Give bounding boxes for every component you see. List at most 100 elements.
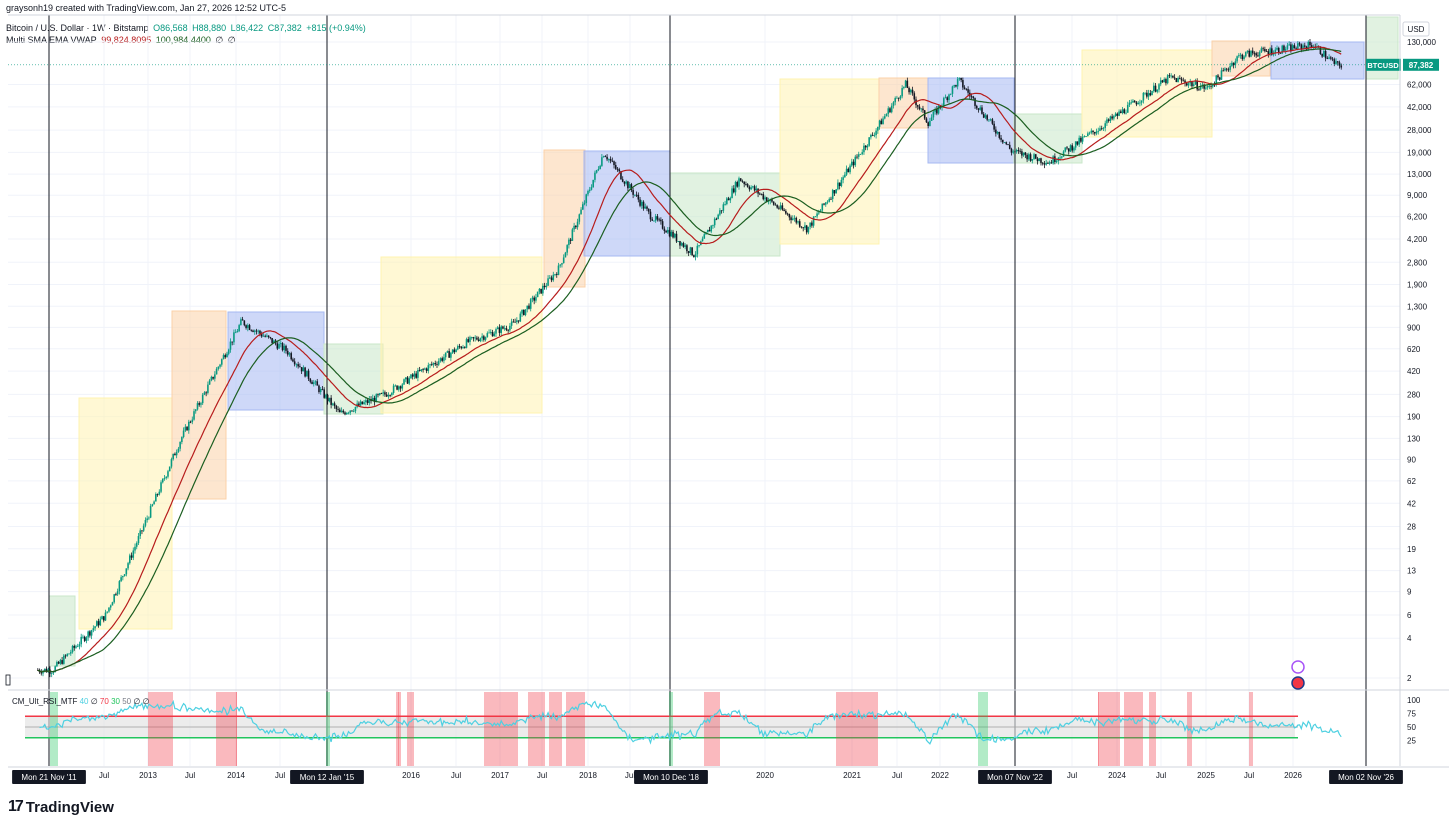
price-tick-label: 420	[1407, 367, 1421, 376]
candle-body	[279, 343, 282, 345]
candle-body	[134, 546, 136, 551]
candle-body	[524, 309, 527, 316]
candle-body	[417, 370, 419, 378]
candle-body	[588, 189, 591, 191]
candle-body	[1078, 137, 1080, 145]
candle-body	[760, 193, 763, 195]
candle-body	[198, 403, 201, 405]
candle-body	[177, 448, 180, 452]
candle-body	[691, 247, 693, 256]
candle-body	[557, 265, 560, 275]
candle-body	[1234, 61, 1237, 66]
candle-body	[904, 80, 907, 87]
rsi-overbought-zone	[1098, 692, 1120, 766]
candle-body	[736, 182, 739, 187]
candle-body	[1271, 48, 1273, 55]
candle-body	[1069, 145, 1072, 152]
candle-body	[1028, 154, 1030, 160]
candle-body	[1055, 160, 1058, 162]
candle-body	[78, 644, 81, 647]
candle-body	[278, 344, 280, 349]
candle-body	[868, 137, 870, 146]
candle-body	[184, 426, 187, 431]
candle-body	[1290, 44, 1292, 51]
candle-body	[826, 201, 829, 203]
candle-body	[432, 363, 435, 365]
candle-body	[670, 231, 673, 237]
candle-body	[189, 421, 192, 423]
candle-body	[382, 392, 384, 394]
candle-body	[838, 182, 841, 187]
candle-body	[561, 263, 563, 265]
candle-body	[368, 399, 371, 403]
candle-body	[474, 337, 476, 339]
tradingview-logo[interactable]: 17 TradingView	[8, 798, 114, 816]
candle-body	[528, 305, 530, 309]
time-marker-tag	[1329, 770, 1403, 784]
candle-body	[1130, 102, 1133, 104]
candle-body	[1092, 130, 1094, 133]
price-tick-label: 19,000	[1407, 148, 1432, 157]
candle-body	[1333, 59, 1336, 64]
candle-body	[359, 401, 362, 406]
candle-body	[1269, 48, 1271, 55]
candle-body	[635, 194, 638, 196]
candle-body	[1281, 45, 1284, 54]
candle-body	[745, 184, 747, 185]
candle-body	[191, 419, 194, 423]
rsi-overbought-zone	[484, 692, 518, 766]
candle-body	[1251, 50, 1254, 54]
candle-body	[1008, 144, 1011, 149]
time-marker-tag	[978, 770, 1052, 784]
candle-body	[503, 328, 506, 330]
candle-body	[864, 145, 867, 148]
candle-body	[85, 637, 88, 641]
candle-body	[847, 168, 850, 173]
candle-body	[1090, 130, 1093, 133]
candle-body	[200, 403, 202, 405]
candle-body	[779, 205, 782, 209]
candle-body	[227, 349, 230, 354]
time-tick-label: Jul	[451, 771, 461, 780]
candle-body	[260, 333, 263, 337]
candle-body	[880, 120, 883, 125]
candle-body	[1047, 163, 1049, 164]
candle-body	[592, 179, 594, 188]
candle-body	[1323, 51, 1325, 57]
candle-body	[982, 113, 985, 118]
rsi-legend[interactable]: CM_Ult_RSI_MTF 40 ∅ 70 30 50 ∅ ∅	[12, 697, 150, 706]
candle-body	[484, 337, 487, 340]
price-tick-label: 13	[1407, 567, 1416, 576]
candle-body	[1255, 53, 1257, 56]
candle-body	[647, 208, 650, 212]
candle-body	[1123, 109, 1126, 114]
candle-body	[1173, 77, 1176, 79]
candle-body	[682, 243, 685, 247]
candle-body	[489, 331, 492, 333]
candle-body	[101, 616, 103, 620]
candle-body	[411, 374, 414, 377]
indicator-name: Multi SMA EMA VWAP	[6, 35, 97, 45]
indicator-value-3: ∅	[215, 35, 224, 45]
candle-body	[930, 117, 933, 121]
candle-body	[76, 646, 79, 648]
candle-body	[215, 368, 218, 375]
candle-body	[542, 285, 544, 294]
candle-body	[828, 198, 831, 202]
tradingview-icon: 17	[8, 798, 24, 815]
candle-body	[856, 156, 858, 158]
candle-body	[430, 364, 433, 366]
candle-body	[40, 672, 43, 674]
candle-body	[986, 115, 988, 120]
candle-body	[96, 621, 98, 627]
indicator-legend[interactable]: Multi SMA EMA VWAP 99,824.8095 100,984.4…	[6, 35, 238, 46]
candle-body	[1000, 137, 1002, 140]
candle-body	[1017, 150, 1020, 151]
candle-body	[887, 108, 890, 114]
candle-body	[325, 394, 327, 398]
candle-body	[144, 520, 147, 526]
candle-body	[1232, 62, 1235, 66]
candle-body	[885, 113, 888, 117]
candle-body	[453, 349, 456, 353]
